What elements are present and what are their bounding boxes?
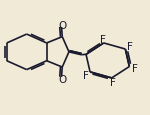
- Text: F: F: [132, 63, 138, 73]
- Text: F: F: [127, 42, 133, 52]
- Text: O: O: [58, 74, 66, 84]
- Text: F: F: [83, 70, 89, 80]
- Text: F: F: [110, 78, 116, 88]
- Text: O: O: [58, 21, 66, 31]
- Text: F: F: [100, 34, 106, 44]
